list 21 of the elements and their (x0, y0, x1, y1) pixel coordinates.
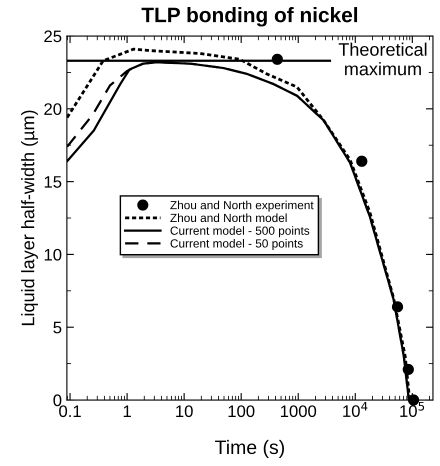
annotation: Theoretical maximum (338, 42, 426, 76)
x-tick-label: 10 (176, 405, 193, 418)
legend-label: Current model - 50 points (170, 238, 303, 250)
y-tick-label: 15 (44, 176, 62, 188)
x-tick-label: 10$^{4}$ (343, 402, 368, 418)
legend-label: Zhou and North model (170, 213, 287, 222)
legend-label: Current model - 500 points (170, 226, 310, 238)
chart-title: TLP bonding of nickel (142, 7, 358, 27)
y-tick-label: 5 (53, 322, 62, 334)
x-tick-label: 0.1 (59, 405, 81, 418)
y-tick-label: 25 (44, 30, 62, 42)
y-tick-label: 10 (44, 248, 62, 261)
y-tick-label: 20 (44, 103, 62, 116)
y-axis-title: Liquid layer half-width (µm) (21, 110, 38, 326)
x-tick-label: 1000 (280, 405, 316, 418)
x-tick-label: 100 (228, 405, 254, 418)
y-tick-label: 0 (53, 394, 62, 406)
x-axis-title: Time (s) (215, 440, 284, 458)
legend-label: Zhou and North experiment (170, 200, 314, 212)
x-tick-label: 10$^{5}$ (400, 402, 424, 418)
x-tick-label: 1 (124, 405, 131, 417)
